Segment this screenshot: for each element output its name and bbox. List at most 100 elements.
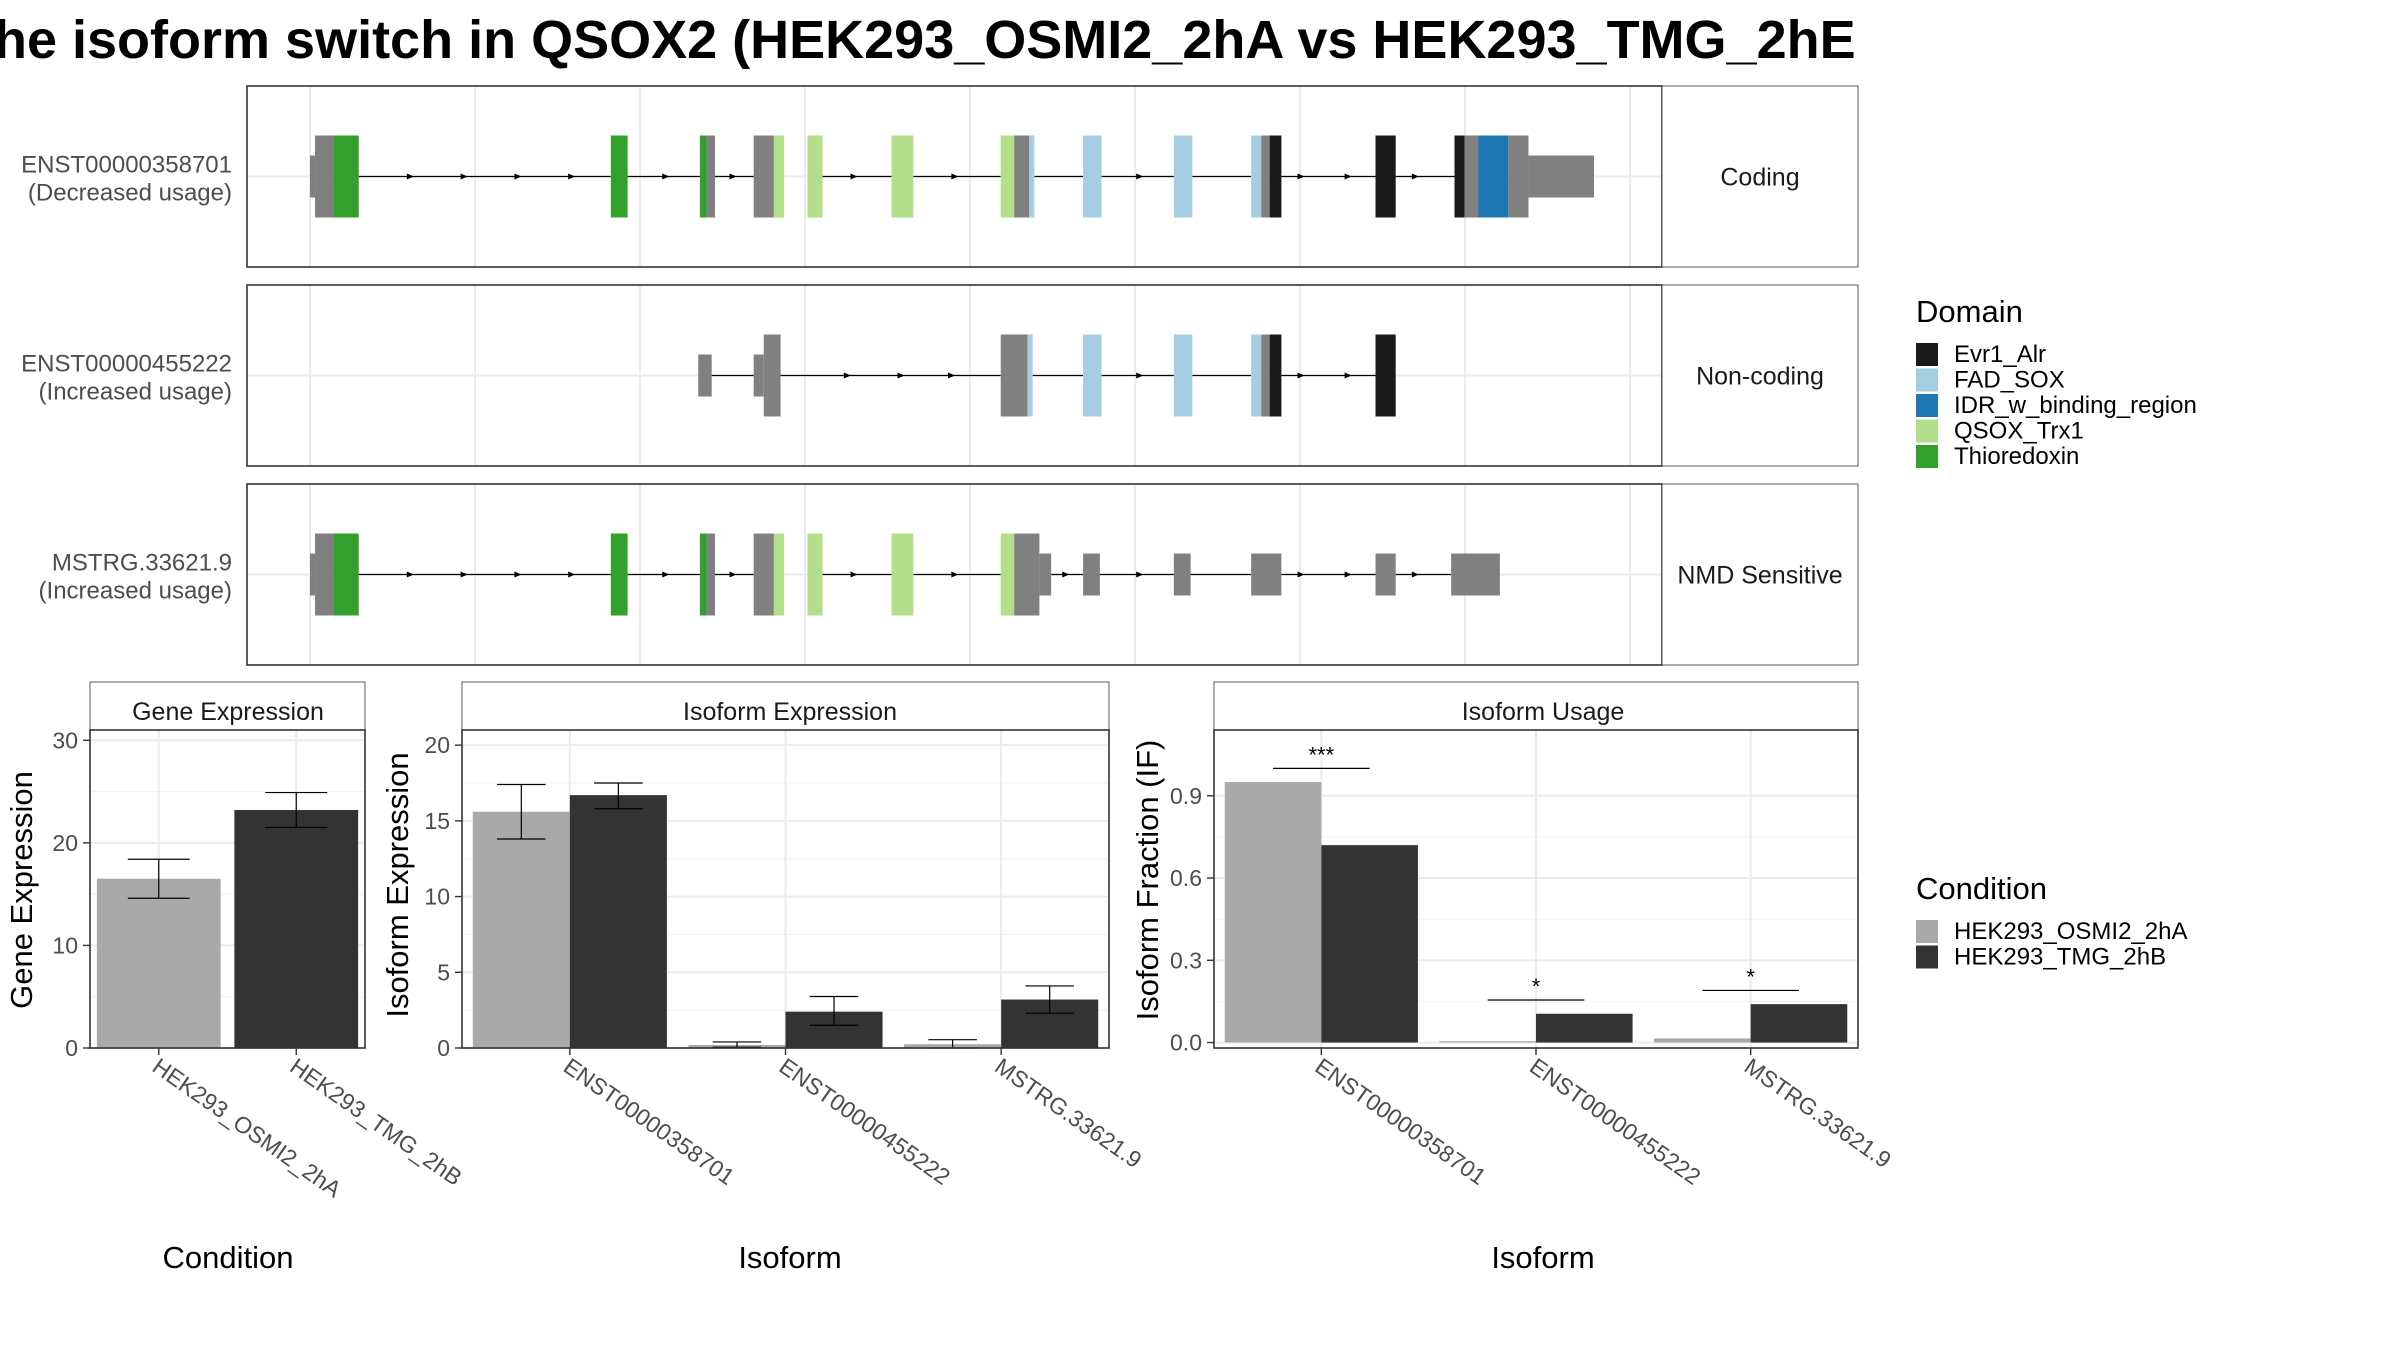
isoform-usage-strip-title: Isoform Usage xyxy=(1462,698,1625,726)
exon-block-Evr1_Alr xyxy=(1375,135,1396,218)
exon-block xyxy=(315,533,334,616)
intron-direction-arrow xyxy=(850,173,858,180)
exon-block-Evr1_Alr xyxy=(1454,135,1465,218)
domain-legend-label-Thioredoxin: Thioredoxin xyxy=(1954,443,2079,470)
exon-block xyxy=(698,354,712,397)
exon-block-Thioredoxin xyxy=(699,135,707,218)
intron-direction-arrow xyxy=(1297,173,1305,180)
y-tick-label: 30 xyxy=(52,727,78,753)
exon-block xyxy=(1528,155,1594,198)
isoform-category-strip xyxy=(1661,483,1859,666)
exon-block xyxy=(753,354,764,397)
intron-direction-arrow xyxy=(1344,372,1352,379)
exon-block-QSOX_Trx1 xyxy=(891,135,914,218)
plot-border xyxy=(1213,729,1859,1049)
domain-legend-key-IDR_w_binding_region xyxy=(1916,394,1938,417)
condition-legend-label-HEK293_OSMI2_2hA: HEK293_OSMI2_2hA xyxy=(1954,918,2187,945)
exon-block xyxy=(1261,135,1270,218)
intron-direction-arrow xyxy=(951,571,959,578)
exon-block-FAD_SOX xyxy=(1251,135,1262,218)
domain-legend-key-FAD_SOX xyxy=(1916,368,1938,392)
exon-block-Evr1_Alr xyxy=(1375,334,1396,417)
intron-direction-arrow xyxy=(1136,372,1144,379)
exon-block xyxy=(1261,334,1270,417)
isoform-category-label: NMD Sensitive xyxy=(1677,562,1842,590)
intron-direction-arrow xyxy=(568,173,576,180)
exon-block xyxy=(763,334,781,417)
intron-direction-arrow xyxy=(1344,173,1352,180)
exon-block-QSOX_Trx1 xyxy=(1000,533,1015,616)
bar-ENST00000358701-HEK293_TMG_2hB xyxy=(1321,845,1418,1043)
condition-legend-key-HEK293_TMG_2hB xyxy=(1916,945,1938,969)
x-tick-label: ENST00000358701 xyxy=(1310,1053,1490,1190)
significance-label: *** xyxy=(1308,742,1334,767)
domain-legend-key-Thioredoxin xyxy=(1916,445,1938,468)
significance-label: * xyxy=(1532,974,1541,999)
bar-HEK293_OSMI2_2hA-HEK293_OSMI2_2hA xyxy=(96,878,221,1048)
isoform-usage-label: (Decreased usage) xyxy=(28,180,232,207)
y-tick-label: 0.3 xyxy=(1170,947,1202,973)
bar-HEK293_TMG_2hB-HEK293_OSMI2_2hA xyxy=(234,810,359,1048)
exon-block-Evr1_Alr xyxy=(1269,334,1282,417)
bar-ENST00000455222-HEK293_OSMI2_2hA xyxy=(1439,1041,1536,1043)
gene-expression-x-axis-title: Condition xyxy=(163,1240,294,1275)
exon-block-FAD_SOX xyxy=(1029,135,1035,218)
isoform-panel-ENST00000358701: Coding ENST00000358701(Decreased usage) xyxy=(21,85,1859,268)
isoform-category-label: Coding xyxy=(1720,164,1799,192)
exon-block-QSOX_Trx1 xyxy=(807,135,823,218)
x-tick-label: ENST00000455222 xyxy=(775,1053,955,1190)
exon-block-FAD_SOX xyxy=(1173,334,1193,417)
bar-ENST00000358701-HEK293_OSMI2_2hA xyxy=(472,811,570,1048)
domain-legend-label-Evr1_Alr: Evr1_Alr xyxy=(1954,341,2046,368)
isoform-category-label: Non-coding xyxy=(1696,363,1824,391)
isoform-panel-MSTRG.33621.9: NMD Sensitive MSTRG.33621.9(Increased usa… xyxy=(39,483,1859,666)
intron-direction-arrow xyxy=(1344,571,1352,578)
exon-block xyxy=(753,533,774,616)
exon-block-Thioredoxin xyxy=(333,533,359,616)
x-tick-label: ENST00000455222 xyxy=(1525,1053,1705,1190)
isoform-usage-label: (Increased usage) xyxy=(39,379,232,406)
intron-direction-arrow xyxy=(951,173,959,180)
exon-block-QSOX_Trx1 xyxy=(1000,135,1015,218)
y-tick-label: 0.9 xyxy=(1170,783,1202,809)
exon-block xyxy=(310,553,316,596)
intron-direction-arrow xyxy=(1411,173,1419,180)
exon-block-QSOX_Trx1 xyxy=(773,533,784,616)
intron-direction-arrow xyxy=(406,173,414,180)
bar-MSTRG.33621.9-HEK293_TMG_2hB xyxy=(1750,1004,1848,1043)
y-tick-label: 0 xyxy=(65,1035,78,1061)
exon-block xyxy=(1083,553,1100,596)
exon-block-QSOX_Trx1 xyxy=(773,135,784,218)
x-tick-label: ENST00000358701 xyxy=(559,1053,739,1190)
intron-direction-arrow xyxy=(460,571,468,578)
domain-legend-label-QSOX_Trx1: QSOX_Trx1 xyxy=(1954,418,2084,445)
bar-MSTRG.33621.9-HEK293_OSMI2_2hA xyxy=(1654,1038,1751,1043)
exon-block xyxy=(753,135,774,218)
exon-block xyxy=(706,533,716,616)
domain-legend-label-IDR_w_binding_region: IDR_w_binding_region xyxy=(1954,392,2197,419)
y-tick-label: 20 xyxy=(52,830,78,856)
intron-direction-arrow xyxy=(948,372,955,379)
bar-ENST00000358701-HEK293_OSMI2_2hA xyxy=(1224,782,1322,1043)
y-tick-label: 15 xyxy=(424,808,450,834)
intron-direction-arrow xyxy=(514,173,522,180)
exon-block xyxy=(1508,135,1529,218)
exon-block xyxy=(1375,553,1396,596)
plot-border xyxy=(461,729,1110,1049)
intron-direction-arrow xyxy=(1411,571,1419,578)
intron-direction-arrow xyxy=(662,173,670,180)
x-tick-label: MSTRG.33621.9 xyxy=(1740,1053,1896,1173)
domain-legend-key-Evr1_Alr xyxy=(1916,343,1938,366)
plot-border xyxy=(89,729,366,1049)
intron-direction-arrow xyxy=(1136,571,1144,578)
exon-block-FAD_SOX xyxy=(1251,334,1262,417)
intron-direction-arrow xyxy=(1136,173,1144,180)
exon-block-IDR_w_binding_region xyxy=(1478,135,1509,218)
y-tick-label: 0 xyxy=(437,1035,450,1061)
gene-expression-y-axis-title: Gene Expression xyxy=(4,771,39,1009)
domain-legend-label-FAD_SOX: FAD_SOX xyxy=(1954,367,2065,394)
intron-direction-arrow xyxy=(729,173,737,180)
exon-block xyxy=(1014,533,1040,616)
exon-block xyxy=(1000,334,1028,417)
